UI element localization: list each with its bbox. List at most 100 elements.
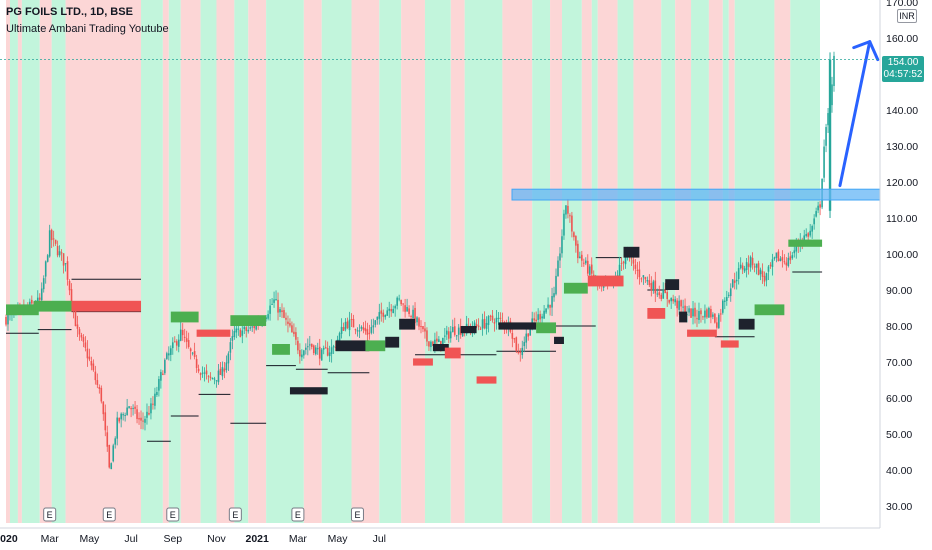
candle-up [551,295,553,308]
candle-up [825,127,827,146]
neutral-box [738,318,755,330]
candle-up [652,281,655,291]
candle-down [571,215,573,232]
candle-up [370,327,373,333]
bull-zone [532,0,551,523]
earnings-marker-label: E [170,510,176,520]
candle-up [602,285,605,288]
x-tick-label: May [79,533,100,545]
candle-up [177,339,180,347]
candle-up [164,359,166,374]
symbol-title[interactable]: PG FOILS LTD., 1D, BSE [6,6,133,18]
y-tick-label: 70.00 [886,357,912,369]
candle-down [287,321,289,324]
candle-up [692,308,694,317]
y-tick-label: 40.00 [886,465,912,477]
candle-down [148,412,150,415]
bull-zone [168,0,181,523]
candle-down [583,262,585,264]
candle-down [342,327,345,331]
x-tick-label: Sep [163,533,182,545]
earnings-marker [102,507,116,522]
candle-down [134,406,136,409]
bear-zone [180,0,201,523]
candle-up [438,339,440,342]
candle-up [557,260,559,277]
candle-up [521,347,524,356]
indicator-label[interactable]: Ultimate Ambani Trading Youtube [6,23,169,35]
candle-up [360,326,363,329]
candle-up [386,310,389,316]
candle-up [688,308,690,313]
candle-up [434,339,436,346]
neutral-box [335,340,370,352]
candle-up [823,146,825,178]
bull-zone [141,0,163,523]
candle-up [58,251,61,256]
candle-down [660,294,663,300]
candle-up [565,205,567,215]
candle-up [154,393,156,406]
bear-zone [708,0,723,523]
candle-up [338,333,341,342]
candle-up [392,309,394,314]
last-price-value: 154.00 [887,57,919,68]
earnings-marker-label: E [295,510,301,520]
candle-up [150,403,152,414]
bull-zone [722,0,729,523]
candle-down [575,236,577,246]
candle-up [749,256,752,268]
candle-down [207,375,210,377]
candle-down [511,332,514,339]
candle-up [128,406,130,409]
candle-up [791,255,794,259]
candle-down [636,269,639,271]
candle-up [563,213,565,236]
candle-down [654,280,657,294]
y-tick-label: 160.00 [886,33,918,45]
candle-up [656,293,659,295]
candle-up [481,319,484,329]
candle-down [785,262,788,266]
candle-up [775,252,778,258]
bear-box [647,308,666,319]
x-tick-label: Nov [207,533,226,545]
candle-down [620,262,623,264]
candle-down [716,322,718,328]
candle-up [221,367,224,377]
candle-up [273,299,275,303]
candle-down [432,341,434,346]
candle-up [231,336,234,341]
neutral-box [554,336,564,344]
candle-down [76,324,79,329]
candle-up [487,316,490,325]
candle-down [185,338,188,342]
candle-up [646,279,649,282]
y-tick-label: 110.00 [886,213,917,225]
candle-down [50,229,53,241]
candle-up [124,414,126,416]
candle-up [211,378,214,380]
candle-up [213,378,216,380]
candle-up [811,226,813,232]
bull-box [365,340,386,352]
candle-down [519,351,522,354]
candle-down [720,313,722,315]
candle-down [297,340,299,351]
candle-down [447,331,450,339]
currency-badge[interactable]: INR [897,9,917,23]
candle-down [422,326,424,330]
earnings-marker-label: E [106,510,112,520]
candle-down [501,320,504,322]
candle-up [110,463,113,470]
candle-down [104,412,107,431]
candle-down [106,432,109,447]
candle-down [577,243,579,259]
candle-down [84,342,87,348]
candle-down [757,263,760,276]
bear-zone [17,0,22,523]
bull-zone [591,0,598,523]
candle-down [38,297,41,300]
candle-down [453,326,456,335]
